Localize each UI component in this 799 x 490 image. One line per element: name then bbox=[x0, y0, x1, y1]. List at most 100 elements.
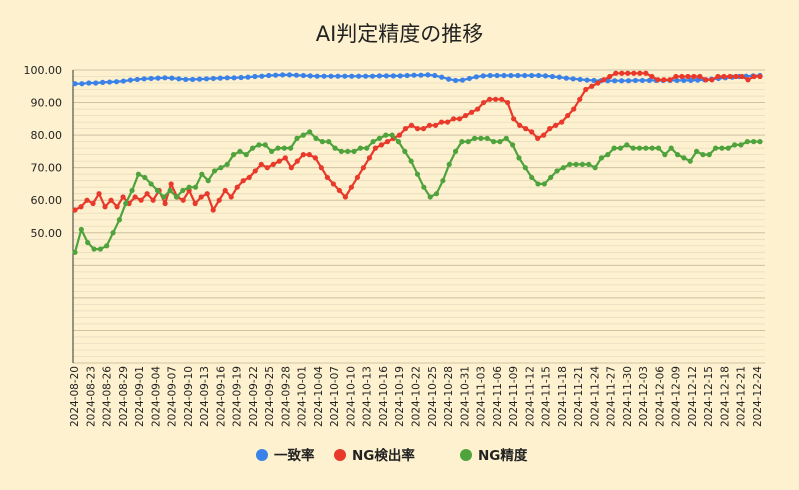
data-point bbox=[96, 191, 102, 197]
data-point bbox=[370, 139, 376, 145]
data-point bbox=[142, 174, 148, 181]
data-point bbox=[584, 77, 590, 83]
data-point bbox=[402, 126, 409, 132]
data-point bbox=[300, 72, 306, 79]
data-point bbox=[577, 96, 583, 102]
data-point bbox=[231, 75, 237, 81]
x-tick-label: 2024-12-03 bbox=[638, 366, 650, 427]
data-point bbox=[438, 119, 445, 125]
data-point bbox=[293, 72, 300, 78]
data-point bbox=[348, 184, 355, 190]
data-point bbox=[134, 76, 140, 83]
data-point bbox=[632, 77, 639, 84]
data-point bbox=[721, 73, 727, 80]
data-point bbox=[84, 197, 90, 203]
data-point bbox=[473, 74, 479, 80]
data-point bbox=[372, 145, 379, 151]
data-point bbox=[427, 194, 433, 200]
data-point bbox=[138, 197, 144, 203]
data-point bbox=[363, 73, 369, 79]
data-point bbox=[389, 132, 395, 138]
data-point bbox=[523, 126, 529, 132]
data-point bbox=[466, 75, 472, 82]
y-tick-label: 70.00 bbox=[31, 162, 63, 175]
data-point bbox=[132, 194, 138, 200]
data-point bbox=[354, 174, 361, 181]
data-point bbox=[190, 76, 196, 83]
data-point bbox=[601, 77, 607, 83]
data-point bbox=[420, 126, 427, 132]
data-point bbox=[161, 194, 167, 200]
data-point bbox=[487, 72, 493, 79]
data-point bbox=[646, 77, 652, 84]
data-point bbox=[703, 77, 709, 83]
series-line bbox=[75, 73, 761, 85]
x-tick-label: 2024-10-22 bbox=[411, 366, 423, 427]
data-point bbox=[245, 74, 251, 80]
data-point bbox=[517, 122, 523, 128]
data-point bbox=[649, 145, 655, 151]
data-point bbox=[262, 142, 268, 148]
data-point bbox=[85, 239, 91, 246]
data-point bbox=[643, 145, 649, 151]
data-point bbox=[625, 70, 631, 76]
data-point bbox=[116, 217, 122, 223]
x-tick-label: 2024-11-12 bbox=[524, 366, 536, 427]
data-point bbox=[243, 152, 249, 158]
legend-label: NG精度 bbox=[478, 447, 528, 464]
data-point bbox=[733, 73, 739, 80]
data-point bbox=[336, 187, 342, 194]
data-point bbox=[351, 148, 357, 154]
data-point bbox=[607, 73, 613, 80]
data-point bbox=[462, 112, 469, 119]
data-point bbox=[499, 96, 505, 102]
data-point bbox=[685, 73, 691, 80]
x-tick-label: 2024-12-24 bbox=[752, 366, 764, 427]
data-point bbox=[252, 73, 258, 80]
data-point bbox=[127, 77, 133, 83]
data-point bbox=[307, 73, 313, 79]
data-point bbox=[505, 99, 511, 106]
data-point bbox=[474, 106, 481, 112]
data-point bbox=[307, 129, 313, 135]
data-point bbox=[484, 135, 490, 141]
x-tick-label: 2024-09-01 bbox=[134, 366, 146, 427]
data-point bbox=[144, 191, 150, 197]
data-point bbox=[328, 73, 334, 79]
data-point bbox=[345, 148, 351, 154]
data-point bbox=[577, 76, 583, 83]
x-tick-label: 2024-11-18 bbox=[557, 366, 569, 427]
data-point bbox=[192, 184, 199, 190]
data-point bbox=[321, 73, 327, 79]
data-point bbox=[567, 161, 573, 168]
data-point bbox=[397, 73, 403, 79]
data-point bbox=[549, 73, 556, 80]
data-point bbox=[228, 194, 234, 200]
data-point bbox=[120, 78, 127, 84]
x-tick-label: 2024-11-27 bbox=[606, 366, 618, 427]
data-point bbox=[573, 161, 579, 168]
data-point bbox=[211, 168, 218, 174]
data-point bbox=[402, 148, 408, 154]
data-point bbox=[324, 174, 330, 181]
data-point bbox=[563, 75, 569, 81]
x-tick-label: 2024-09-10 bbox=[183, 366, 195, 427]
data-point bbox=[529, 129, 535, 135]
data-point bbox=[598, 155, 605, 161]
data-point bbox=[541, 181, 547, 187]
data-point bbox=[338, 148, 344, 154]
data-point bbox=[738, 142, 744, 148]
data-point bbox=[744, 139, 750, 145]
data-point bbox=[234, 184, 240, 190]
data-point bbox=[300, 152, 306, 158]
data-point bbox=[491, 139, 497, 145]
data-point bbox=[273, 72, 279, 78]
data-point bbox=[605, 152, 611, 158]
data-point bbox=[224, 75, 230, 81]
data-point bbox=[104, 243, 110, 249]
data-point bbox=[93, 80, 99, 86]
data-point bbox=[395, 139, 402, 145]
data-point bbox=[288, 145, 294, 151]
chart-title: AI判定精度の推移 bbox=[315, 22, 484, 46]
data-point bbox=[167, 187, 173, 194]
